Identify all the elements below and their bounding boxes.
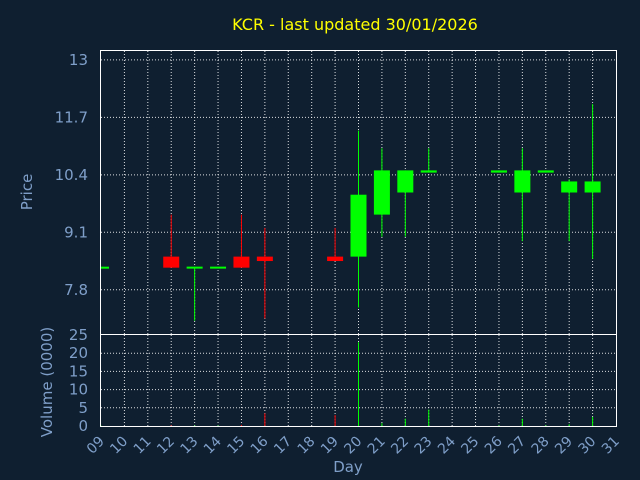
candle-body — [350, 194, 367, 257]
volume-tick-label: 20 — [69, 344, 88, 362]
candle-29 — [561, 179, 578, 242]
candle-27 — [514, 148, 531, 242]
volume-tick-label: 15 — [69, 362, 88, 380]
price-candles — [101, 104, 601, 321]
candle-body — [163, 256, 180, 268]
volume-bars — [100, 342, 594, 426]
candle-body — [373, 170, 390, 215]
price-tick-label: 10.4 — [55, 166, 88, 184]
candle-22 — [397, 170, 414, 237]
volume-grid — [101, 335, 616, 426]
price-tick-label: 13 — [69, 51, 88, 69]
candle-body — [490, 170, 507, 173]
volume-tick-label: 5 — [78, 399, 88, 417]
volume-panel-frame — [100, 334, 617, 427]
candle-body — [397, 170, 414, 193]
volume-tick-label: 25 — [69, 326, 88, 344]
candle-15 — [233, 214, 250, 268]
price-tick-label: 11.7 — [55, 108, 88, 126]
candle-body — [514, 170, 531, 193]
price-tick-labels: 7.8 9.1 10.4 11.7 13 — [55, 51, 88, 299]
candle-19 — [327, 227, 344, 262]
candle-12 — [163, 214, 180, 268]
candle-body — [420, 170, 437, 173]
price-tick-label: 9.1 — [64, 223, 88, 241]
candle-body — [256, 256, 273, 262]
volume-axis-label: Volume (0000) — [38, 327, 56, 437]
candle-13 — [186, 266, 203, 321]
candle-body — [584, 181, 601, 193]
chart-title: KCR - last updated 30/01/2026 — [232, 15, 478, 34]
day-tick-labels: 09 10 11 12 13 14 15 16 17 18 19 20 21 22 23 24 25 26 27 28… — [84, 433, 623, 457]
candle-body — [561, 181, 578, 193]
volume-tick-label: 10 — [69, 381, 88, 399]
candle-body — [233, 256, 250, 268]
candle-16 — [256, 227, 273, 319]
price-axis-label: Price — [18, 174, 36, 211]
candle-23 — [420, 148, 437, 173]
volume-tick-label: 0 — [78, 417, 88, 435]
candle-21 — [373, 148, 390, 237]
price-tick-label: 7.8 — [64, 281, 88, 299]
candle-30 — [584, 104, 601, 259]
candle-28 — [537, 170, 554, 173]
candle-body — [327, 256, 344, 262]
candle-20 — [350, 130, 367, 308]
candle-26 — [490, 170, 507, 173]
x-axis-label: Day — [333, 458, 363, 476]
candle-body — [537, 170, 554, 173]
